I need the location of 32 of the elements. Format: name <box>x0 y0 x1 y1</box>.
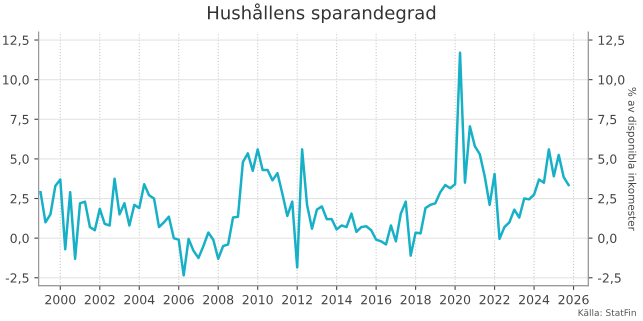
x-tick-label: 2016 <box>361 294 392 304</box>
y-tick-label: 12,5 <box>3 35 28 46</box>
x-tick-label: 2024 <box>519 294 550 304</box>
text: Källa: StatFin <box>578 309 636 316</box>
x-tick-label: 2004 <box>124 294 154 304</box>
x-tick-label: 2020 <box>440 294 470 304</box>
line-series <box>39 51 570 277</box>
x-tick-label: 2000 <box>45 294 76 304</box>
y-tick-label: 0,0 <box>10 234 29 244</box>
x-tick-label: 2014 <box>322 294 352 304</box>
y2-tick-label: 10,0 <box>598 75 624 86</box>
y-tick-label: 5,0 <box>10 154 29 166</box>
x-tick-label: 2010 <box>242 294 273 304</box>
y-tick-label: -2,5 <box>6 273 28 284</box>
y-tick-label: 10,0 <box>3 75 29 86</box>
y2-tick-label: 12,5 <box>598 35 624 46</box>
x-tick-label: 2006 <box>164 294 194 304</box>
y-tick-label: 7,5 <box>10 114 28 126</box>
y2-tick-label: -2,5 <box>598 273 621 284</box>
x-tick-label: 2008 <box>203 294 234 304</box>
x-tick-label: 2022 <box>480 294 510 304</box>
y2-tick-label: 5,0 <box>598 154 616 166</box>
y2-tick-label: 7,5 <box>598 114 616 126</box>
x-tick-label: 2002 <box>84 294 114 304</box>
y2-axis-title: % av disponibla inkomester <box>626 87 636 231</box>
x-tick-label: 2018 <box>400 294 431 304</box>
x-tick-label: 2012 <box>282 294 312 304</box>
y-tick-label: 2,5 <box>10 194 28 205</box>
x-tick-label: 2026 <box>558 294 589 304</box>
chart-title: Hushållens sparandegrad <box>208 3 436 24</box>
y2-tick-label: 0,0 <box>598 234 616 244</box>
y2-tick-label: 2,5 <box>598 194 616 205</box>
